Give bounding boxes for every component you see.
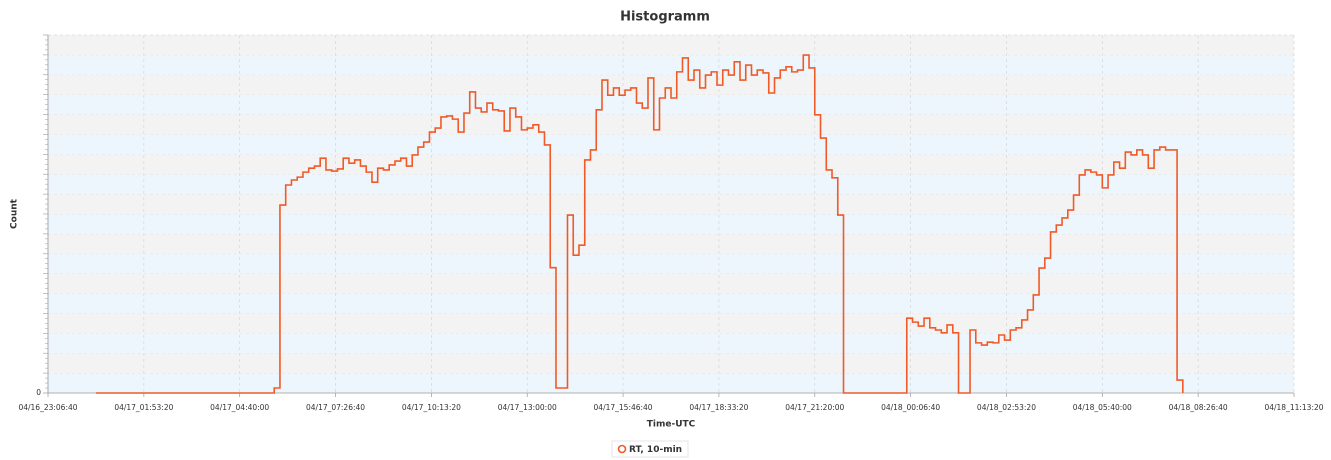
background-band xyxy=(48,35,1294,55)
x-tick-label: 04/17_15:46:40 xyxy=(594,403,653,412)
background-band xyxy=(48,313,1294,334)
x-tick-label: 04/17_18:33:20 xyxy=(689,403,748,412)
chart-title: Histogramm xyxy=(620,10,710,25)
background-band xyxy=(48,233,1294,254)
x-axis-label: Time-UTC xyxy=(647,420,696,430)
background-band xyxy=(48,373,1294,393)
x-tick-label: 04/17_13:00:00 xyxy=(498,403,557,412)
x-tick-label: 04/18_00:06:40 xyxy=(881,403,940,412)
plot-area xyxy=(43,34,1294,393)
x-tick-label: 04/18_11:13:20 xyxy=(1264,403,1323,412)
legend-label: RT, 10-min xyxy=(629,445,682,455)
background-band xyxy=(48,293,1294,314)
background-band xyxy=(48,253,1294,274)
background-band xyxy=(48,194,1294,214)
x-tick-label: 04/17_04:40:00 xyxy=(210,403,269,412)
background-band xyxy=(48,114,1294,135)
series-line xyxy=(95,54,1184,394)
x-tick-label: 04/18_02:53:20 xyxy=(977,403,1036,412)
legend-box xyxy=(611,440,689,458)
x-tick-label: 04/18_08:26:40 xyxy=(1169,403,1228,412)
background-band xyxy=(48,94,1294,115)
background-band xyxy=(48,134,1294,155)
x-tick-label: 04/17_01:53:20 xyxy=(114,403,173,412)
y-axis-label: Count xyxy=(10,198,20,229)
legend-item: RT, 10-min xyxy=(611,440,689,458)
x-tick-label: 04/17_21:20:00 xyxy=(785,403,844,412)
legend-marker xyxy=(617,444,627,454)
x-tick-label: 04/16_23:06:40 xyxy=(18,403,77,412)
x-tick-label: 04/17_10:13:20 xyxy=(402,403,461,412)
background-band xyxy=(48,214,1294,234)
background-band xyxy=(48,333,1294,354)
background-band xyxy=(48,54,1294,75)
background-band xyxy=(48,174,1294,195)
y-tick-label: 0 xyxy=(36,388,41,397)
x-tick-label: 04/18_05:40:00 xyxy=(1073,403,1132,412)
x-tick-label: 04/17_07:26:40 xyxy=(306,403,365,412)
background-band xyxy=(48,154,1294,175)
background-band xyxy=(48,353,1294,374)
background-band xyxy=(48,74,1294,95)
background-band xyxy=(48,273,1294,294)
